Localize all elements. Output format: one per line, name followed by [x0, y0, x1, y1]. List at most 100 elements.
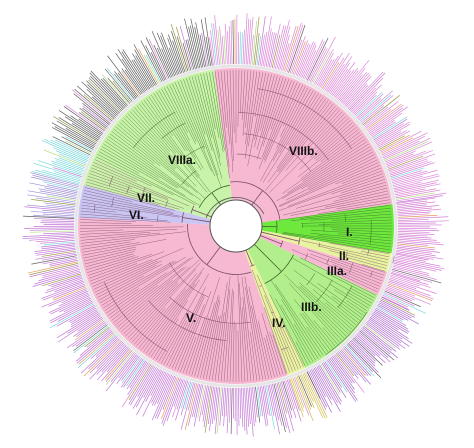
tip-label: [41, 244, 76, 250]
tip-label: [209, 37, 214, 66]
tip-label: [277, 26, 291, 70]
tip-label: [42, 213, 75, 217]
tip-label: [392, 169, 438, 184]
tip-label: [56, 304, 95, 327]
branch-leaf: [217, 71, 230, 167]
tip-label: [329, 68, 349, 95]
branch-leaf: [177, 81, 206, 149]
tip-label: [226, 387, 230, 434]
tip-label: [242, 29, 245, 65]
branch-arc: [316, 279, 333, 302]
branch-leaf: [80, 229, 124, 232]
clade-label-vii: VII.: [137, 191, 155, 205]
tip-label: [395, 192, 447, 202]
branch-leaf: [269, 115, 347, 194]
tip-label: [357, 98, 382, 120]
tip-label: [42, 265, 80, 277]
tip-label: [191, 383, 201, 417]
branch-leaf: [312, 289, 357, 326]
tip-label: [298, 375, 312, 407]
tip-label: [375, 123, 410, 145]
tip-label: [372, 312, 399, 331]
tip-label: [45, 279, 84, 294]
tip-label: [51, 162, 83, 174]
tip-label: [179, 25, 193, 71]
branch-arc: [111, 197, 114, 208]
tip-label: [73, 93, 111, 124]
branch-leaf: [325, 302, 355, 328]
tip-label: [150, 52, 166, 81]
tip-label: [288, 24, 306, 73]
tip-label: [33, 162, 82, 179]
branch-leaf: [214, 71, 230, 178]
tip-label: [78, 332, 115, 365]
tip-label: [24, 206, 75, 212]
tip-label: [54, 280, 84, 293]
tip-label: [335, 70, 359, 99]
tip-label: [397, 240, 444, 246]
tip-label: [41, 169, 81, 182]
tip-label: [55, 150, 87, 164]
tip-label: [396, 204, 427, 209]
tip-label: [105, 349, 132, 380]
branch-leaf: [80, 216, 171, 223]
branch-arc: [250, 264, 255, 267]
branch-arc: [392, 256, 395, 264]
tip-label: [264, 385, 271, 416]
tip-label: [395, 255, 426, 262]
branch-leaf: [89, 263, 138, 282]
tip-label: [388, 153, 436, 172]
branch-leaf: [86, 181, 180, 210]
branch-leaf: [295, 341, 309, 365]
tip-label: [86, 328, 111, 348]
tip-label: [347, 71, 384, 110]
branch-leaf: [330, 227, 392, 230]
tip-label: [105, 351, 134, 386]
tip-label: [145, 45, 164, 82]
branch-leaf: [329, 250, 387, 266]
tip-label: [341, 72, 369, 104]
branch-leaf: [85, 253, 134, 268]
tip-label: [361, 105, 385, 124]
branch-leaf: [265, 105, 336, 191]
tip-label: [172, 379, 186, 418]
tip-label: [289, 378, 304, 418]
tip-label: [180, 382, 195, 430]
branch-arc: [325, 311, 368, 355]
tip-label: [330, 356, 355, 390]
tip-label: [151, 374, 173, 421]
tip-label: [145, 37, 167, 80]
tip-label: [32, 271, 81, 287]
tip-label: [151, 30, 173, 78]
branch-leaf: [84, 187, 175, 211]
tip-label: [396, 248, 432, 254]
tip-label: [397, 211, 432, 215]
branch-leaf: [153, 93, 202, 171]
branch-leaf: [242, 307, 249, 382]
branch-leaf: [287, 141, 368, 194]
tip-label: [328, 62, 351, 94]
tip-label: [154, 375, 174, 419]
tip-label: [102, 78, 128, 106]
branch-leaf: [92, 164, 190, 207]
branch-leaf: [344, 256, 387, 269]
tip-label: [280, 43, 290, 71]
branch-leaf: [188, 277, 220, 375]
tip-label: [384, 141, 429, 162]
branch-leaf: [197, 294, 219, 378]
tip-label: [377, 303, 409, 321]
branch-leaf: [341, 167, 381, 184]
tip-label: [148, 39, 168, 80]
branch-leaf: [80, 222, 132, 224]
branch-leaf: [240, 70, 243, 114]
tip-label: [362, 95, 400, 126]
tip-label: [65, 136, 93, 152]
tip-label: [217, 30, 222, 65]
branch-leaf: [232, 321, 235, 382]
tip-label: [76, 330, 113, 362]
tip-label: [78, 118, 103, 136]
tip-label: [30, 172, 80, 186]
tip-label: [51, 276, 83, 288]
tip-label: [46, 195, 77, 201]
tip-label: [351, 87, 377, 113]
